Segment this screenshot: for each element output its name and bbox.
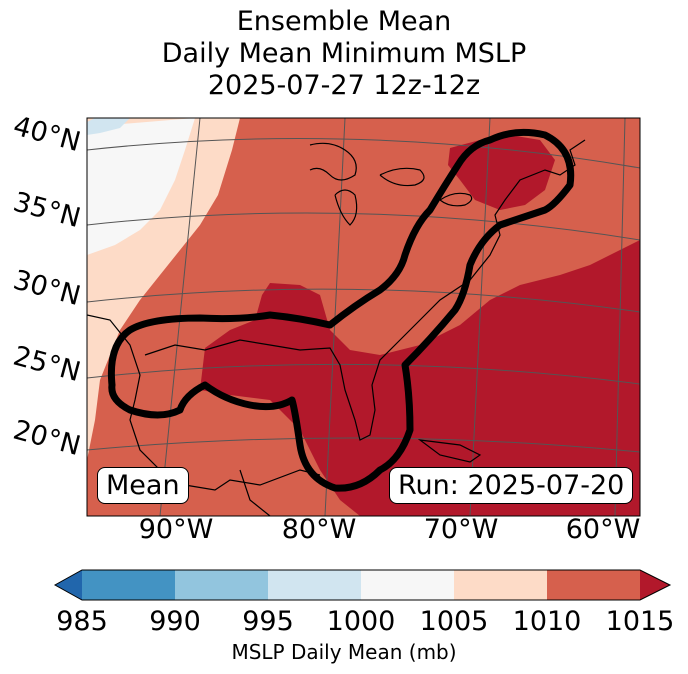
mslp-region-1010-1015 bbox=[200, 240, 640, 516]
lon-label-90: 90°W bbox=[138, 514, 214, 545]
mean-label: Mean bbox=[97, 467, 189, 504]
colorbar-tick-1005: 1005 bbox=[419, 606, 489, 637]
colorbar-extend-high bbox=[640, 570, 670, 600]
coastlines bbox=[87, 139, 586, 516]
colorbar-tick-1015: 1015 bbox=[605, 606, 675, 637]
title-line-3: 2025-07-27 12z-12z bbox=[207, 70, 481, 101]
lon-label-70: 70°W bbox=[423, 514, 499, 545]
lon-label-80: 80°W bbox=[281, 514, 357, 545]
map-frame bbox=[86, 117, 641, 517]
mslp-region-995-1000 bbox=[87, 118, 195, 255]
colorbar-segment bbox=[454, 570, 548, 600]
colorbar-extend-low bbox=[55, 570, 82, 600]
lon-label-60: 60°W bbox=[565, 514, 641, 545]
colorbar-tick-1000: 1000 bbox=[326, 606, 396, 637]
colorbar-segment bbox=[268, 570, 362, 600]
graticule bbox=[87, 118, 640, 516]
mslp-contour bbox=[107, 128, 575, 492]
colorbar-tick-1010: 1010 bbox=[512, 606, 582, 637]
colorbar-segment bbox=[175, 570, 269, 600]
title-line-1: Ensemble Mean bbox=[236, 6, 452, 37]
mslp-region-990-995 bbox=[87, 118, 130, 135]
colorbar-tick-985: 985 bbox=[56, 606, 108, 637]
mslp-region-1010-1015-northeast bbox=[448, 135, 555, 210]
title-line-2: Daily Mean Minimum MSLP bbox=[161, 38, 527, 69]
run-label: Run: 2025-07-20 bbox=[389, 467, 634, 504]
colorbar-segment bbox=[361, 570, 455, 600]
colorbar-outline bbox=[53, 569, 672, 601]
colorbar-tick-995: 995 bbox=[242, 606, 294, 637]
colorbar-tick-990: 990 bbox=[149, 606, 201, 637]
colorbar-segment bbox=[547, 570, 641, 600]
colorbar-segment bbox=[82, 570, 176, 600]
colorbar-label: MSLP Daily Mean (mb) bbox=[231, 640, 457, 664]
